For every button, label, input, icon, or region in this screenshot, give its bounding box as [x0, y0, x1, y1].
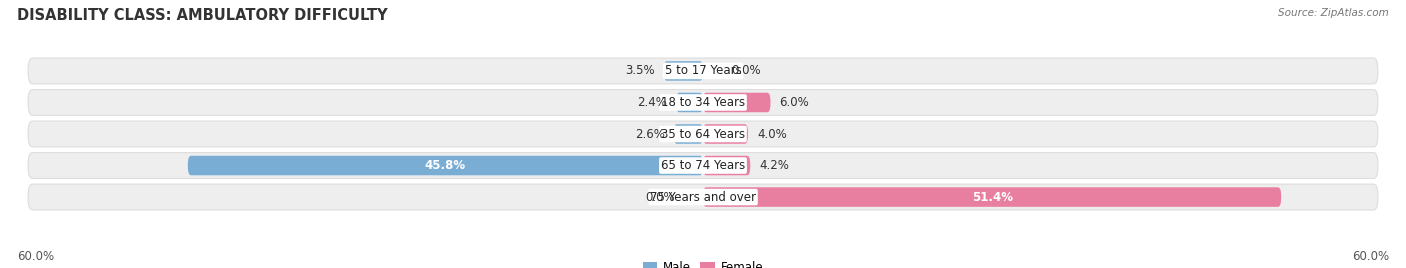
Text: 0.0%: 0.0% [731, 64, 761, 77]
Text: 4.0%: 4.0% [756, 128, 787, 140]
Text: 2.6%: 2.6% [636, 128, 665, 140]
Text: 4.2%: 4.2% [759, 159, 789, 172]
FancyBboxPatch shape [703, 156, 751, 175]
FancyBboxPatch shape [703, 187, 1281, 207]
Legend: Male, Female: Male, Female [638, 256, 768, 268]
Text: 6.0%: 6.0% [779, 96, 810, 109]
Text: 60.0%: 60.0% [1353, 250, 1389, 263]
Text: 3.5%: 3.5% [626, 64, 655, 77]
FancyBboxPatch shape [28, 90, 1378, 116]
FancyBboxPatch shape [703, 93, 770, 112]
Text: 35 to 64 Years: 35 to 64 Years [661, 128, 745, 140]
Text: 5 to 17 Years: 5 to 17 Years [665, 64, 741, 77]
Text: 60.0%: 60.0% [17, 250, 53, 263]
FancyBboxPatch shape [28, 58, 1378, 84]
FancyBboxPatch shape [28, 121, 1378, 147]
Text: 45.8%: 45.8% [425, 159, 465, 172]
Text: 65 to 74 Years: 65 to 74 Years [661, 159, 745, 172]
FancyBboxPatch shape [28, 152, 1378, 178]
Text: 75 Years and over: 75 Years and over [650, 191, 756, 204]
Text: DISABILITY CLASS: AMBULATORY DIFFICULTY: DISABILITY CLASS: AMBULATORY DIFFICULTY [17, 8, 388, 23]
FancyBboxPatch shape [676, 93, 703, 112]
FancyBboxPatch shape [703, 124, 748, 144]
Text: 18 to 34 Years: 18 to 34 Years [661, 96, 745, 109]
Text: 51.4%: 51.4% [972, 191, 1012, 204]
FancyBboxPatch shape [673, 124, 703, 144]
FancyBboxPatch shape [664, 61, 703, 81]
Text: 0.0%: 0.0% [645, 191, 675, 204]
Text: 2.4%: 2.4% [637, 96, 666, 109]
FancyBboxPatch shape [188, 156, 703, 175]
Text: Source: ZipAtlas.com: Source: ZipAtlas.com [1278, 8, 1389, 18]
FancyBboxPatch shape [28, 184, 1378, 210]
